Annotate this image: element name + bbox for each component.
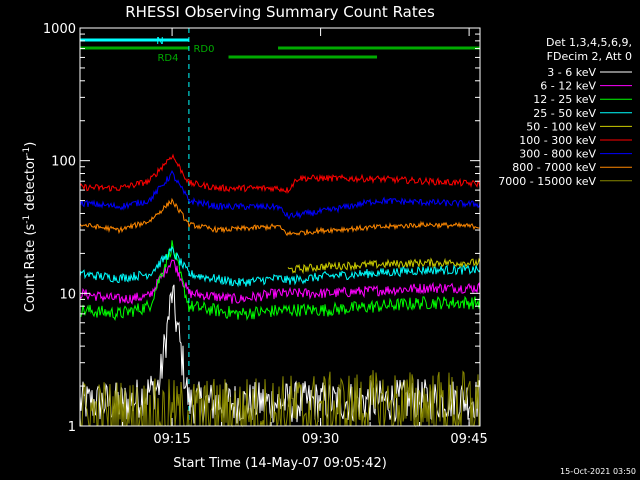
series-line [79,240,481,322]
series-line [79,169,481,221]
legend: Det 1,3,4,5,6,9, FDecim 2, Att 0 3 - 6 k… [498,36,632,188]
legend-entry-label: 50 - 100 keV [526,120,596,133]
legend-entry-label: 300 - 800 keV [519,148,596,161]
y-axis: 1 10 100 1000 [43,22,480,435]
annotation-rd4: RD4 [157,53,178,64]
y-tick-label: 1000 [43,22,76,37]
x-tick-label: 09:15 [153,432,190,447]
x-tick-label: 09:30 [302,432,339,447]
annotation-rd0: RD0 [193,44,214,55]
legend-entry-label: 3 - 6 keV [547,66,596,79]
y-tick-label: 100 [51,155,76,170]
legend-entry-label: 12 - 25 keV [533,93,596,106]
annotation-layer: N RD0 RD4 [156,36,214,64]
legend-header-line: Det 1,3,4,5,6,9, [546,36,632,49]
y-axis-label-part: detector [23,155,38,215]
legend-entry-label: 25 - 50 keV [533,107,596,120]
series-line [79,370,481,428]
y-axis-label-exponent: -1 [22,147,32,156]
y-axis-label-exponent: -1 [22,215,32,224]
series-line [287,257,481,275]
legend-entry-label: 7000 - 15000 keV [498,175,596,188]
generated-timestamp: 15-Oct-2021 03:50 [560,467,636,476]
x-tick-label: 09:45 [450,432,487,447]
plot-frame [79,27,481,427]
series-layer [79,153,481,428]
legend-entry-label: 6 - 12 keV [540,80,596,93]
y-tick-label: 1 [68,420,76,435]
y-axis-label: Count Rate (s-1 detector-1) [22,142,38,313]
state-bar-layer [80,38,480,59]
chart-title: RHESSI Observing Summary Count Rates [125,3,435,21]
annotation-n: N [156,36,163,47]
series-line [79,245,481,288]
y-axis-label-part: ) [23,142,38,147]
legend-header-line: FDecim 2, Att 0 [547,50,632,63]
series-line [79,259,481,305]
x-axis: 09:15 09:30 09:45 [122,28,488,447]
legend-entry-label: 800 - 7000 keV [512,161,596,174]
legend-entry-label: 100 - 300 keV [519,134,596,147]
y-axis-label-part: Count Rate (s [23,224,38,313]
series-line [79,153,481,194]
y-tick-label: 10 [59,287,76,302]
series-line [79,197,481,237]
x-axis-label: Start Time (14-May-07 09:05:42) [173,456,387,471]
